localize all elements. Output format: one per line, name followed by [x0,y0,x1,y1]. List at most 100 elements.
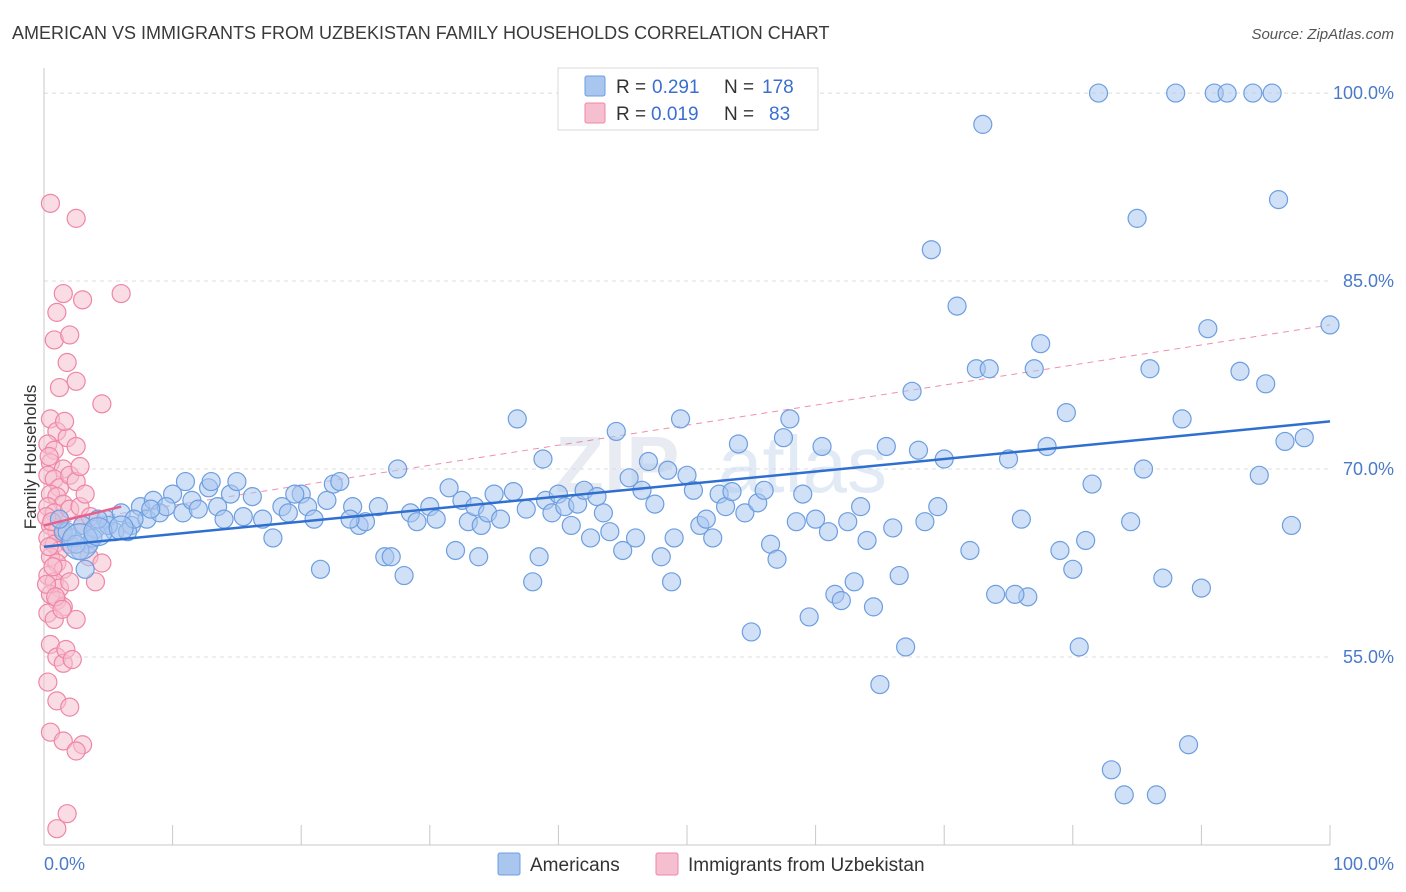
trend-line-immigrants [43,505,122,527]
point-immigrants [47,302,67,322]
point-americans [1140,359,1160,379]
point-americans [188,499,208,519]
bottom-legend-immigrants: Immigrants from Uzbekistan [688,855,925,876]
legend-n-label-2: N = [724,104,754,125]
point-americans [773,428,794,448]
y-tick-labels: 55.0% 70.0% 85.0% 100.0% [1333,83,1394,667]
point-americans [960,540,980,561]
point-americans [921,240,941,260]
point-americans [490,509,511,529]
point-americans [533,449,553,469]
point-immigrants [62,649,82,670]
point-americans [263,528,283,548]
point-americans [632,480,652,500]
point-immigrants [43,557,63,577]
point-americans [998,449,1019,469]
point-americans [580,528,601,548]
y-tick-label: 100.0% [1333,83,1394,103]
point-americans [1076,530,1096,551]
point-americans [407,512,427,532]
point-americans [141,499,161,519]
legend-r-value-1: 0.291 [652,77,700,98]
point-immigrants [70,456,90,477]
point-americans [394,565,414,586]
point-immigrants [57,804,77,824]
x-tick-label-min: 0.0% [44,854,85,874]
y-tick-label: 70.0% [1343,459,1394,479]
point-americans [831,591,851,611]
legend-r-label-2: R = [616,104,646,125]
point-americans [1281,515,1302,536]
point-immigrants [40,193,61,213]
point-americans [696,509,716,529]
point-immigrants [85,572,106,592]
point-americans [793,484,813,504]
point-americans [1024,359,1044,379]
legend-r-value-2: 0.019 [651,104,699,125]
point-americans [587,487,607,507]
point-americans [503,481,523,502]
point-americans [330,471,350,492]
chart-source: Source: ZipAtlas.com [1251,26,1394,43]
point-immigrants [75,484,95,504]
point-americans [741,622,761,642]
point-americans [227,471,247,492]
point-americans [883,518,903,538]
point-americans [1114,785,1134,805]
point-americans [561,515,581,536]
point-americans [1088,83,1109,103]
point-americans [754,480,774,500]
point-americans [201,471,221,492]
point-americans [529,547,549,567]
point-americans [1050,540,1070,561]
legend-n-label-1: N = [724,77,754,98]
point-americans [1153,568,1173,588]
legend-swatch-americans [584,75,606,97]
point-americans [876,436,896,457]
point-americans [818,522,839,542]
legend: R = 0.291 N = 178 R = 0.019 N = 83 [557,67,819,131]
point-americans [340,509,360,529]
point-americans [722,481,742,502]
point-americans [593,503,614,523]
point-americans [469,547,489,567]
point-americans [683,480,704,500]
point-americans [426,509,446,529]
point-americans [1178,735,1199,755]
x-ticks [43,825,1331,845]
point-americans [600,522,620,542]
chart-title: AMERICAN VS IMMIGRANTS FROM UZBEKISTAN F… [12,23,829,43]
point-americans [1217,83,1237,103]
point-americans [388,459,408,479]
point-americans [1133,459,1154,479]
y-tick-label: 55.0% [1343,647,1394,667]
point-immigrants [49,377,70,398]
point-americans [1121,512,1141,532]
series-americans-points [43,83,1340,805]
point-immigrants [60,572,80,592]
point-americans [973,114,993,134]
point-americans [75,559,95,579]
point-americans [368,497,388,517]
point-americans [805,509,826,529]
point-americans [638,451,659,472]
point-americans [1056,403,1076,423]
point-americans [767,549,787,569]
point-americans [613,540,633,561]
grid [44,92,1330,658]
point-americans [870,674,890,695]
point-immigrants [53,283,73,304]
point-americans [516,499,536,519]
point-americans-cluster [108,515,134,541]
bottom-legend: Americans Immigrants from Uzbekistan [497,852,925,876]
point-americans [1268,189,1289,210]
point-americans [780,409,800,429]
point-americans [703,528,723,548]
point-americans [1320,315,1340,335]
point-americans [625,528,646,548]
point-americans [1262,83,1282,103]
point-americans [915,512,935,532]
point-americans [1146,785,1166,805]
point-americans [838,512,858,532]
